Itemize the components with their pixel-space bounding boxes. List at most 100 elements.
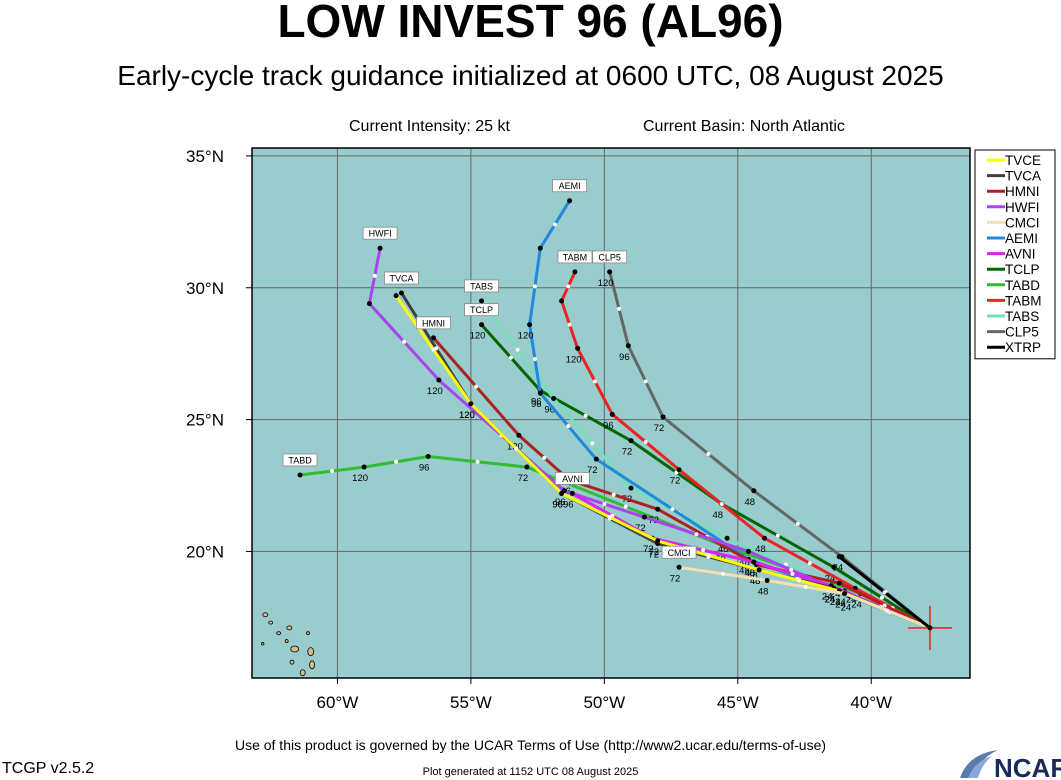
forecast-hour-label: 72 [648, 550, 659, 561]
track-24h-dot [609, 411, 615, 417]
legend-item-tabm: TABM [987, 293, 1042, 308]
model-tag-text: TABD [288, 455, 312, 465]
track-12h-dot [795, 521, 800, 526]
model-tag-box [661, 545, 697, 559]
forecast-hour-label: 120 [427, 386, 443, 397]
forecast-hour-label: 96 [544, 404, 555, 415]
legend-label: CMCI [1005, 215, 1040, 230]
lat-tick-label: 25°N [186, 411, 224, 430]
forecast-hour-label: 72 [648, 547, 659, 558]
track-24h-dot [628, 485, 634, 491]
forecast-hour-label: 96 [555, 497, 566, 508]
track-12h-dot [607, 515, 612, 520]
forecast-hour-label: 24 [846, 594, 857, 605]
track-12h-dot [552, 222, 557, 227]
track-24h-dot [575, 345, 581, 351]
lesser-antilles-islands [260, 612, 315, 677]
track-12h-dot [885, 608, 890, 613]
model-tag-text: AEMI [559, 181, 581, 191]
legend-item-tvca: TVCA [987, 169, 1041, 184]
forecast-hour-label: 24 [835, 597, 846, 608]
lat-tick-label: 20°N [186, 542, 224, 561]
track-12h-dot [431, 347, 436, 352]
legend-label: HMNI [1005, 184, 1040, 199]
track-24h-dot [479, 298, 485, 304]
forecast-hour-label: 24 [825, 594, 836, 605]
legend-label: TABD [1005, 278, 1040, 293]
track-12h-dot [602, 501, 607, 506]
track-24h-dot [676, 564, 682, 570]
lon-tick-label: 60°W [317, 693, 359, 712]
forecast-hour-label: 48 [718, 544, 729, 555]
forecast-hour-label: 72 [670, 476, 681, 487]
track-24h-dot [524, 464, 530, 470]
gridlines [252, 148, 970, 678]
forecast-hour-label: 24 [841, 602, 852, 613]
track-12h-dot [330, 469, 335, 474]
track-12h-dot [592, 379, 597, 384]
track-12h-dot [706, 553, 711, 558]
legend-label: TABS [1005, 309, 1039, 324]
forecast-hour-label: 96 [531, 397, 542, 408]
track-12h-dot [515, 347, 520, 352]
track-12h-dot [790, 571, 795, 576]
forecast-hour-label: 48 [712, 510, 723, 521]
track-12h-dot [694, 532, 699, 537]
terms-of-use-text: Use of this product is governed by the U… [234, 737, 827, 753]
forecast-hour-label: 96 [552, 499, 563, 510]
track-12h-dot [882, 590, 887, 595]
current-intensity: Current Intensity: 25 kt [349, 118, 510, 135]
forecast-hour-label: 120 [566, 354, 582, 365]
forecast-hour-label: 72 [587, 465, 598, 476]
track-24h-dot [764, 577, 770, 583]
model-tag-hmni: HMNI [416, 316, 451, 330]
forecast-hour-label: 48 [755, 544, 766, 555]
model-tag-text: TVCA [389, 274, 413, 284]
lon-tick-label: 40°W [850, 693, 892, 712]
track-24h-dot [836, 580, 842, 586]
forecast-hour-label: 96 [619, 352, 630, 363]
track-24h-dot [436, 377, 442, 383]
forecast-hour-label: 48 [747, 571, 758, 582]
track-24h-dot [756, 567, 762, 573]
track-24h-dot [398, 290, 404, 296]
track-12h-dot [514, 446, 519, 451]
model-tag-box [592, 250, 628, 264]
track-12h-dot [879, 595, 884, 600]
track-12h-dot [474, 384, 479, 389]
track-24h-dot [366, 301, 372, 307]
forecast-hour-label: 120 [470, 331, 486, 342]
track-12h-dot [590, 441, 595, 446]
track-12h-dot [508, 355, 513, 360]
track-12h-dot [566, 424, 571, 429]
track-24h-dot [641, 514, 647, 520]
model-tag-box [554, 472, 590, 485]
crosshair-center [927, 625, 933, 631]
track-12h-dot [706, 451, 711, 456]
forecast-hour-label: 120 [459, 410, 475, 421]
model-tag-text: CLP5 [598, 252, 621, 262]
track-24h-dot [842, 591, 848, 597]
track-24h-dot [393, 293, 399, 299]
current-position-marker [907, 605, 952, 650]
track-12h-dot [583, 413, 588, 418]
forecast-hour-label: 72 [635, 523, 646, 534]
forecast-hour-label: 24 [825, 594, 836, 605]
forecast-hour-label: 48 [745, 497, 756, 508]
track-24h-dot [724, 535, 730, 541]
ncar-logo: NCAR [960, 750, 1061, 780]
legend-item-aemi: AEMI [987, 231, 1038, 246]
island-8 [307, 647, 315, 657]
legend-label: TABM [1005, 293, 1042, 308]
forecast-hour-label: 48 [750, 576, 761, 587]
model-tag-avni: AVNI [554, 472, 590, 485]
island-9 [309, 660, 315, 670]
track-12h-dot [670, 507, 675, 512]
model-tag-text: TABS [470, 281, 493, 291]
model-tag-text: HMNI [422, 318, 445, 328]
track-24h-dot [572, 269, 578, 275]
track-24h-dot [628, 438, 634, 444]
track-12h-dot [402, 339, 407, 344]
lon-tick-label: 45°W [717, 693, 759, 712]
track-12h-dot [532, 284, 537, 289]
